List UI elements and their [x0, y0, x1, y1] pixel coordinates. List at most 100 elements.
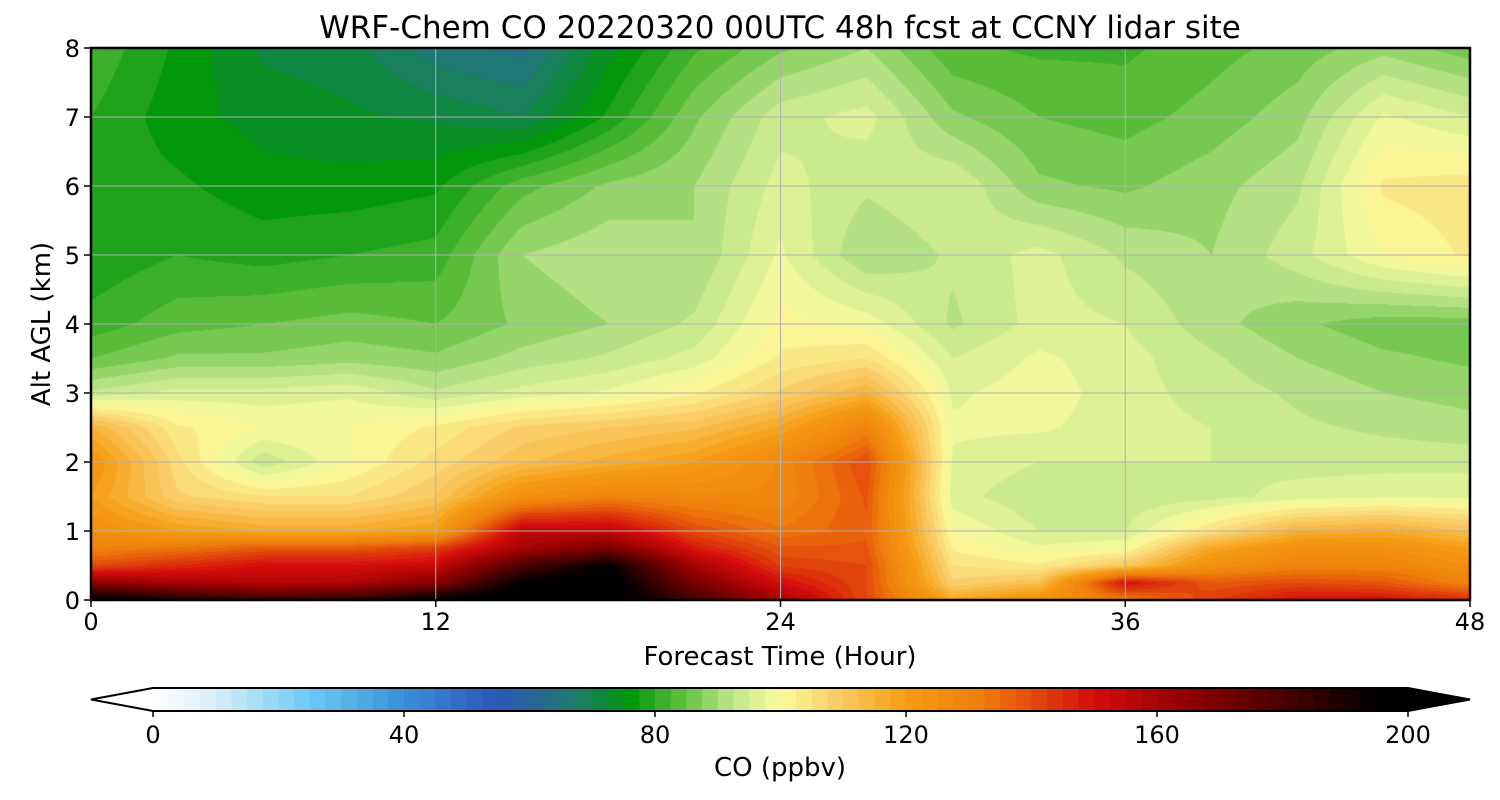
colorbar-swatch — [843, 688, 860, 711]
y-axis-label: Alt AGL (km) — [27, 242, 57, 406]
colorbar-ticks: 0 40 80 120 160 200 — [145, 711, 1431, 749]
colorbar-swatch — [764, 688, 782, 711]
colorbar-tick-label: 0 — [145, 721, 160, 749]
colorbar-swatch — [1157, 688, 1174, 711]
colorbar-swatch — [1329, 688, 1346, 711]
colorbar-swatch — [874, 688, 891, 711]
colorbar-swatch — [168, 688, 185, 711]
colorbar-swatch — [702, 688, 719, 711]
x-tick-label: 48 — [1455, 608, 1486, 636]
colorbar-swatch — [1031, 688, 1048, 711]
colorbar-swatch — [1094, 688, 1111, 711]
colorbar-swatch — [1298, 688, 1315, 711]
colorbar-tick-label: 80 — [640, 721, 671, 749]
colorbar-swatch — [1204, 688, 1221, 711]
colorbar-swatch — [278, 688, 295, 711]
colorbar-swatch — [247, 688, 264, 711]
y-tick-label: 5 — [65, 242, 80, 270]
colorbar-swatch — [592, 688, 609, 711]
colorbar-swatch — [482, 688, 499, 711]
colorbar-swatch — [341, 688, 358, 711]
colorbar-swatch — [1251, 688, 1268, 711]
colorbar-swatch — [215, 688, 233, 711]
y-tick-label: 3 — [65, 380, 80, 408]
colorbar-swatch — [466, 688, 484, 711]
colorbar-swatch — [1047, 688, 1064, 711]
colorbar-swatch — [1188, 688, 1205, 711]
colorbar-swatch — [419, 688, 436, 711]
colorbar-swatch — [498, 688, 515, 711]
colorbar-swatch — [1109, 688, 1127, 711]
y-tick-label: 6 — [65, 173, 80, 201]
y-tick-label: 1 — [65, 518, 80, 546]
colorbar-swatch — [827, 688, 844, 711]
colorbar-swatch — [921, 688, 938, 711]
colorbar-swatch — [1125, 688, 1142, 711]
colorbar-swatch — [780, 688, 797, 711]
colorbar-swatch — [937, 688, 954, 711]
colorbar-swatch — [686, 688, 703, 711]
colorbar-swatch — [200, 688, 217, 711]
colorbar-swatch — [262, 688, 280, 711]
colorbar-swatch — [1345, 688, 1362, 711]
colorbar-swatch — [749, 688, 766, 711]
y-tick-label: 8 — [65, 35, 80, 63]
colorbar-swatch — [623, 688, 640, 711]
colorbar-swatch — [717, 688, 735, 711]
colorbar-swatch — [670, 688, 687, 711]
colorbar-swatch — [984, 688, 1001, 711]
colorbar-swatch — [1282, 688, 1299, 711]
colorbar-swatch — [1219, 688, 1237, 711]
colorbar-swatch — [294, 688, 311, 711]
colorbar-swatch — [1078, 688, 1095, 711]
chart-title: WRF-Chem CO 20220320 00UTC 48h fcst at C… — [319, 10, 1241, 46]
colorbar-swatch — [545, 688, 562, 711]
colorbar-swatch — [858, 688, 876, 711]
colorbar-swatch — [655, 688, 672, 711]
colorbar-swatch — [607, 688, 625, 711]
x-tick-label: 36 — [1110, 608, 1141, 636]
x-axis-label: Forecast Time (Hour) — [643, 642, 916, 672]
colorbar-tick-label: 120 — [883, 721, 929, 749]
colorbar-swatch — [372, 688, 389, 711]
colorbar-swatch — [184, 688, 201, 711]
y-tick-label: 0 — [65, 587, 80, 615]
colorbar-swatch — [1266, 688, 1284, 711]
y-axis: 0 1 2 3 4 5 6 7 8 — [65, 35, 91, 615]
colorbar-extend-high — [1408, 688, 1470, 711]
colorbar-swatch — [513, 688, 531, 711]
colorbar-swatch — [1141, 688, 1158, 711]
colorbar-swatch — [1172, 688, 1189, 711]
colorbar-swatch — [1015, 688, 1033, 711]
colorbar-swatch — [153, 688, 170, 711]
colorbar-swatch — [451, 688, 468, 711]
colorbar-swatch — [435, 688, 452, 711]
colorbar-swatch — [906, 688, 923, 711]
colorbar-swatch — [309, 688, 327, 711]
colorbar-swatch — [890, 688, 907, 711]
colorbar-swatch — [576, 688, 593, 711]
colorbar-tick-label: 200 — [1385, 721, 1431, 749]
colorbar-swatch — [1000, 688, 1017, 711]
colorbar — [90, 687, 1471, 712]
colorbar-tick-label: 40 — [389, 721, 420, 749]
colorbar-swatch — [1235, 688, 1252, 711]
colorbar-swatch — [529, 688, 546, 711]
colorbar-swatch — [356, 688, 374, 711]
colorbar-swatch — [1392, 688, 1409, 711]
colorbar-swatch — [1313, 688, 1331, 711]
colorbar-label: CO (ppbv) — [714, 753, 846, 783]
colorbar-swatch — [1062, 688, 1080, 711]
colorbar-swatch — [231, 688, 248, 711]
colorbar-swatch — [639, 688, 656, 711]
colorbar-extend-low — [91, 688, 153, 711]
x-axis: 0 12 24 36 48 — [83, 600, 1485, 636]
colorbar-swatch — [388, 688, 405, 711]
y-tick-label: 2 — [65, 449, 80, 477]
x-tick-label: 12 — [420, 608, 451, 636]
y-tick-label: 7 — [65, 104, 80, 132]
y-tick-label: 4 — [65, 311, 80, 339]
x-tick-label: 0 — [83, 608, 98, 636]
colorbar-swatch — [1360, 688, 1378, 711]
